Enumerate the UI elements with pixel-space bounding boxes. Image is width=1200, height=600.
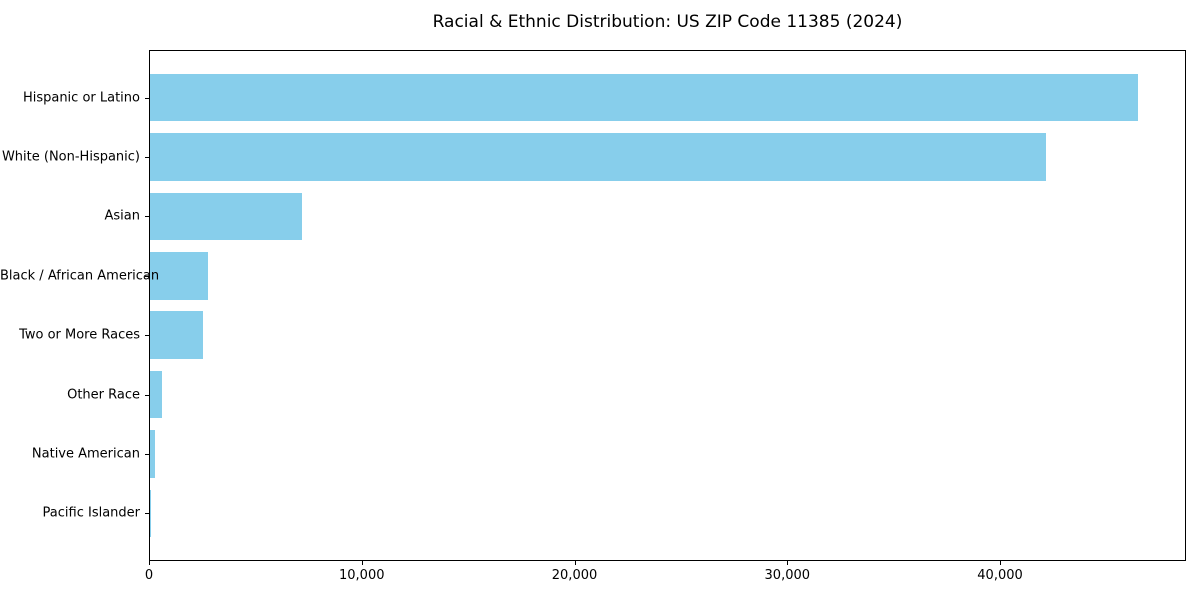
y-tick-mark — [145, 513, 149, 515]
y-tick-label-black-african-american: Black / African American — [0, 268, 160, 284]
x-tick-mark — [574, 561, 576, 565]
x-tick-label-20000: 20,000 — [551, 568, 598, 583]
bar-black-african-american — [150, 252, 209, 300]
bar-white-non-hispanic — [150, 133, 1046, 181]
y-tick-mark — [145, 454, 149, 456]
bar-two-or-more-races — [150, 311, 204, 359]
y-tick-label-hispanic-or-latino: Hispanic or Latino — [22, 90, 140, 106]
x-tick-label-0: 0 — [144, 568, 154, 583]
y-tick-mark — [145, 394, 149, 396]
bar-hispanic-or-latino — [150, 73, 1138, 122]
bar-asian — [150, 192, 302, 241]
plot-area — [149, 50, 1186, 561]
x-tick-label-30000: 30,000 — [764, 568, 811, 583]
x-tick-label-10000: 10,000 — [339, 568, 385, 583]
chart-title: Racial & Ethnic Distribution: US ZIP Cod… — [432, 12, 903, 32]
y-tick-label-two-or-more-races: Two or More Races — [19, 327, 140, 343]
y-tick-mark — [145, 216, 149, 218]
y-tick-label-other-race: Other Race — [67, 387, 140, 403]
bar-native-american — [150, 430, 156, 478]
x-tick-mark — [787, 561, 789, 565]
x-tick-mark — [149, 561, 150, 565]
x-tick-mark — [361, 561, 363, 565]
y-tick-mark — [145, 156, 149, 158]
bar-pacific-islander — [150, 489, 151, 538]
x-tick-label-40000: 40,000 — [977, 568, 1023, 583]
y-tick-mark — [145, 275, 149, 277]
y-tick-label-pacific-islander: Pacific Islander — [42, 505, 140, 521]
bar-other-race — [150, 370, 162, 419]
y-tick-label-native-american: Native American — [31, 446, 140, 462]
x-tick-mark — [1000, 561, 1002, 565]
y-tick-label-asian: Asian — [104, 208, 140, 224]
y-tick-mark — [145, 97, 149, 99]
y-tick-mark — [145, 335, 149, 337]
y-tick-label-white-non-hispanic: White (Non-Hispanic) — [1, 149, 140, 165]
